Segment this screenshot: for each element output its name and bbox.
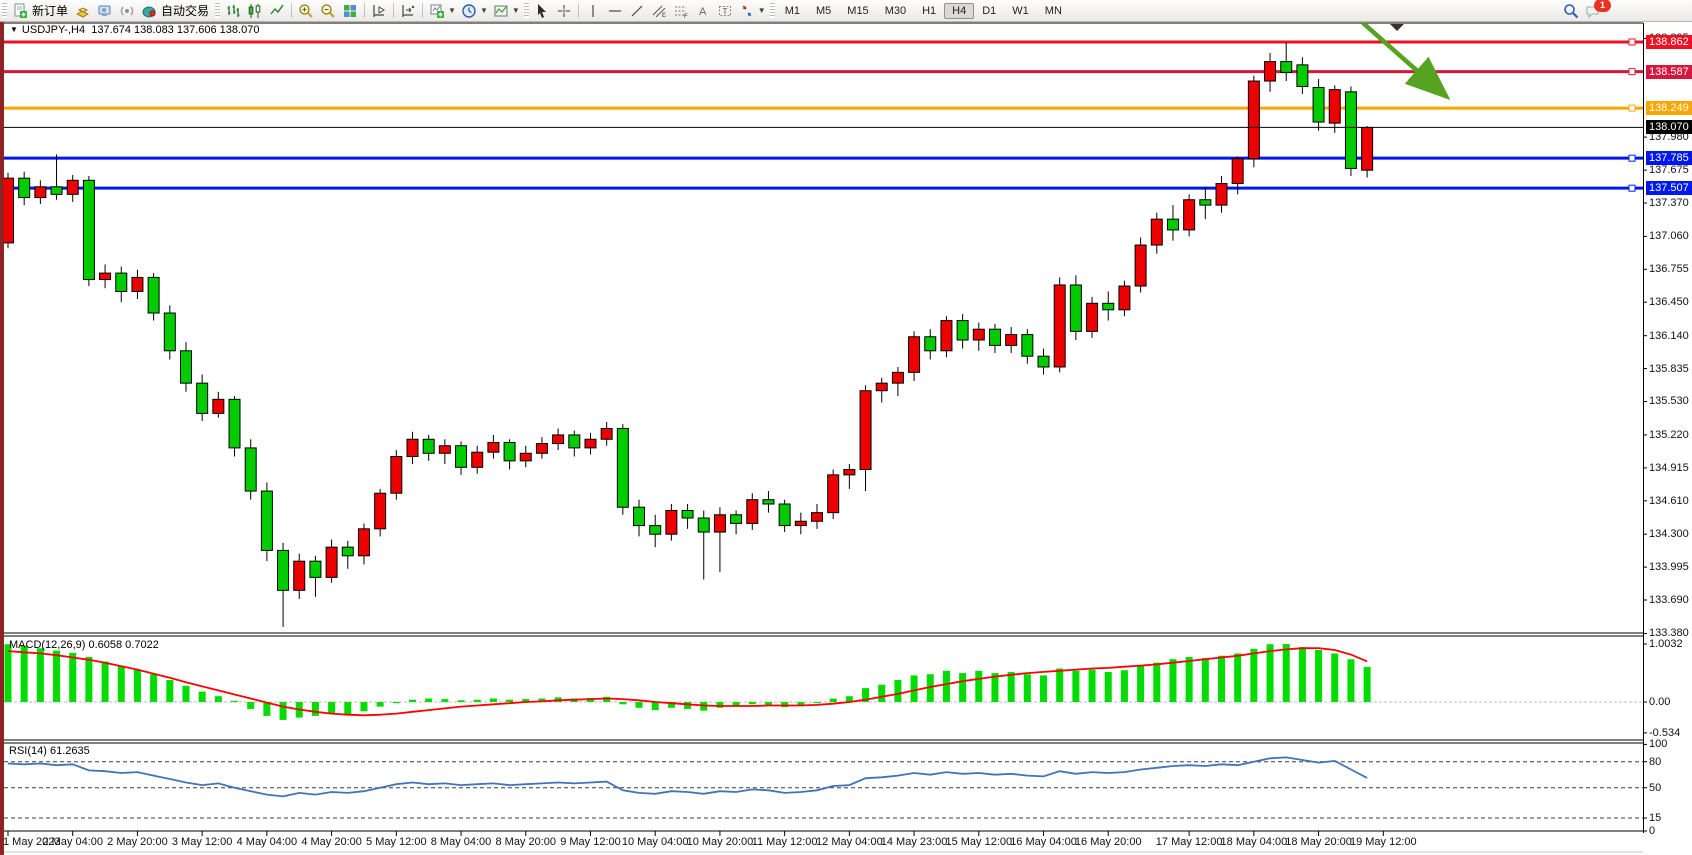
green-arrow-annotation[interactable] <box>1361 21 1451 100</box>
cursor-tool-icon[interactable] <box>531 1 553 20</box>
new-order-label[interactable]: 新订单 <box>32 4 69 18</box>
zoom-in-icon[interactable] <box>295 1 317 20</box>
market-watch-icon[interactable] <box>72 1 94 20</box>
chart-symbol-period: USDJPY-,H4 <box>21 24 86 36</box>
text-tool-icon[interactable]: A <box>692 1 714 20</box>
notification-badge: 1 <box>1594 0 1611 12</box>
timeframe-m30-button[interactable]: M30 <box>884 4 907 17</box>
horizontal-line-137.507[interactable] <box>4 184 1643 192</box>
timeframe-m5-button[interactable]: M5 <box>816 4 832 17</box>
arrows-tool-icon[interactable] <box>736 1 758 20</box>
chart-ohlc-values: 137.674 138.083 137.606 138.070 <box>91 24 260 36</box>
svg-text:F: F <box>684 14 688 19</box>
timeframe-m1-button[interactable]: M1 <box>784 4 800 17</box>
toolbar-grip[interactable] <box>2 3 7 18</box>
new-order-button[interactable] <box>9 1 31 20</box>
price-axis-line <box>1643 23 1644 833</box>
toolbar-grip2[interactable] <box>215 3 221 18</box>
autotrade-button[interactable] <box>138 1 160 20</box>
period-dropdown-icon[interactable]: ▼ <box>479 6 488 15</box>
auto-scroll-icon[interactable] <box>368 1 390 20</box>
horizontal-line-138.587[interactable] <box>4 68 1643 76</box>
trendline-tool-icon[interactable] <box>626 1 648 20</box>
period-clock-button[interactable] <box>458 1 480 20</box>
vertical-line-tool-icon[interactable] <box>582 1 604 20</box>
timeframe-m15-button[interactable]: M15 <box>847 4 869 17</box>
toolbar-grip4[interactable] <box>769 3 775 18</box>
horizontal-line-138.249[interactable] <box>4 104 1643 112</box>
timeframe-d1-button[interactable]: D1 <box>982 4 997 17</box>
new-chart-button[interactable] <box>426 1 448 20</box>
line-chart-type-icon[interactable] <box>266 1 288 20</box>
signal-icon[interactable] <box>116 1 138 20</box>
chart-shift-marker-icon[interactable] <box>1390 24 1404 31</box>
svg-text:A: A <box>699 6 707 18</box>
horizontal-line-138.862[interactable] <box>4 38 1643 46</box>
horizontal-line-137.785[interactable] <box>4 154 1643 162</box>
rsi-line <box>7 756 1368 798</box>
candles[interactable] <box>2 42 1374 628</box>
tile-windows-icon[interactable] <box>339 1 361 20</box>
crosshair-tool-icon[interactable] <box>553 1 575 20</box>
timeframe-w1-button[interactable]: W1 <box>1012 4 1029 17</box>
fibonacci-tool-icon[interactable]: F <box>670 1 692 20</box>
timeframe-h1-button[interactable]: H1 <box>922 4 937 17</box>
search-icon[interactable] <box>1560 1 1582 20</box>
main-toolbar: 新订单 自动交易 ▼ ▼ ▼ <box>0 0 1692 22</box>
label-tool-icon[interactable]: T <box>714 1 736 20</box>
horizontal-line-tool-icon[interactable] <box>604 1 626 20</box>
x-axis-ticks <box>7 831 1384 836</box>
candlestick-chart-type-icon[interactable] <box>244 1 266 20</box>
toolbar-grip3[interactable] <box>523 3 529 18</box>
macd-histogram <box>4 644 1371 720</box>
bar-chart-type-icon[interactable] <box>222 1 244 20</box>
arrows-dropdown-icon[interactable]: ▼ <box>757 6 766 15</box>
timeframe-mn-button[interactable]: MN <box>1044 4 1062 17</box>
timeframe-h4-button[interactable]: H4 <box>944 2 975 19</box>
svg-text:E: E <box>662 13 666 19</box>
macd-signal-line <box>7 647 1368 717</box>
template-button[interactable] <box>490 1 512 20</box>
new-chart-dropdown-icon[interactable]: ▼ <box>448 6 456 15</box>
equidistant-channel-tool-icon[interactable]: E <box>648 1 670 20</box>
template-dropdown-icon[interactable]: ▼ <box>511 6 520 15</box>
chart-title: ▼ USDJPY-,H4 137.674 138.083 137.606 138.… <box>10 24 259 36</box>
zoom-out-icon[interactable] <box>317 1 339 20</box>
svg-text:T: T <box>722 7 727 16</box>
terminal-icon[interactable] <box>94 1 116 20</box>
chart-window-left-border <box>0 21 4 855</box>
autotrade-label[interactable]: 自动交易 <box>161 4 210 18</box>
collapse-triangle-icon[interactable]: ▼ <box>10 25 18 34</box>
chart-shift-icon[interactable] <box>397 1 419 20</box>
notifications-chat-icon[interactable]: 1 <box>1582 0 1611 20</box>
